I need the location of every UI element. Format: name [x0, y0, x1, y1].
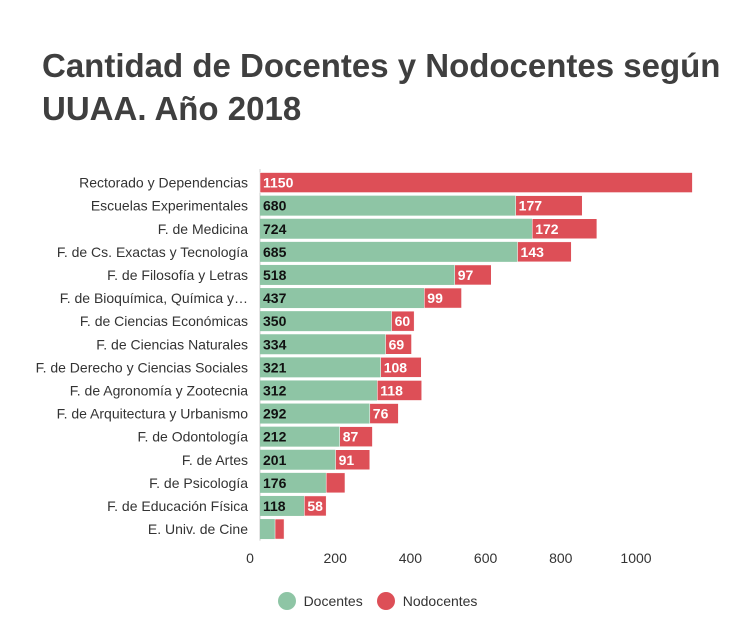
- bar-nodocentes: [377, 380, 422, 401]
- data-label-nodocentes: 143: [521, 244, 545, 260]
- bar-nodocentes: [274, 518, 285, 540]
- bar-nodocentes: [325, 472, 346, 494]
- data-label-docentes: 176: [263, 475, 287, 491]
- bar-nodocentes: [380, 357, 422, 378]
- data-label-docentes: 518: [263, 267, 287, 283]
- bar-nodocentes: [424, 287, 462, 309]
- bar-docentes: [260, 426, 340, 447]
- x-tick-label: 800: [549, 550, 573, 566]
- data-label-nodocentes: 177: [519, 198, 543, 214]
- data-label-docentes: 201: [263, 452, 287, 468]
- data-label-docentes: 334: [263, 336, 287, 352]
- data-label-docentes: 685: [263, 244, 287, 260]
- data-label-nodocentes: 60: [395, 313, 411, 329]
- bar-nodocentes: [385, 334, 412, 355]
- category-label: F. de Artes: [182, 452, 248, 468]
- data-label-nodocentes: 99: [427, 290, 443, 306]
- category-label: F. de Ciencias Naturales: [96, 336, 248, 352]
- category-label: Escuelas Experimentales: [91, 198, 248, 214]
- legend-item-nodocentes[interactable]: Nodocentes: [376, 592, 478, 610]
- bar-docentes: [260, 311, 392, 332]
- data-label-nodocentes: 91: [339, 452, 355, 468]
- x-tick-label: 1000: [620, 550, 651, 566]
- bar-nodocentes: [454, 264, 492, 286]
- chart-title: Cantidad de Docentes y Nodocentes según …: [42, 47, 721, 127]
- category-label: F. de Odontología: [137, 429, 248, 445]
- category-label: F. de Agronomía y Zootecnia: [70, 382, 248, 398]
- data-label-docentes: 312: [263, 382, 287, 398]
- category-label: F. de Educación Física: [107, 498, 248, 514]
- bar-nodocentes: [369, 403, 399, 424]
- bar-docentes: [260, 495, 305, 516]
- bar-docentes: [260, 357, 381, 378]
- bar-docentes: [260, 264, 455, 285]
- x-tick-label: 400: [399, 550, 423, 566]
- data-label-nodocentes: 69: [389, 336, 405, 352]
- data-label-nodocentes: 118: [380, 382, 403, 398]
- data-label-docentes: 724: [263, 221, 287, 237]
- legend: Docentes Nodocentes: [0, 592, 755, 610]
- data-label-docentes: 118: [263, 498, 286, 514]
- category-label: F. de Ciencias Económicas: [80, 313, 248, 329]
- bar-docentes: [260, 195, 516, 216]
- bar-docentes: [260, 380, 378, 401]
- data-label-nodocentes: 1150: [263, 175, 294, 191]
- bar-nodocentes: [335, 449, 371, 470]
- category-label: F. de Medicina: [158, 221, 248, 237]
- category-label: F. de Derecho y Ciencias Sociales: [36, 359, 248, 375]
- bar-nodocentes: [515, 195, 583, 216]
- bar-docentes: [260, 472, 327, 493]
- data-label-docentes: 680: [263, 198, 287, 214]
- data-label-docentes: 292: [263, 406, 287, 422]
- x-tick-label: 600: [474, 550, 498, 566]
- x-tick-label: 200: [324, 550, 348, 566]
- legend-label-nodocentes: Nodocentes: [402, 593, 478, 609]
- bar-nodocentes: [531, 218, 598, 239]
- data-label-nodocentes: 76: [373, 406, 389, 422]
- legend-item-docentes[interactable]: Docentes: [277, 592, 363, 610]
- data-label-docentes: 437: [263, 290, 287, 306]
- category-label: Rectorado y Dependencias: [79, 175, 248, 191]
- bar-docentes: [260, 403, 370, 424]
- category-label: F. de Filosofía y Letras: [107, 267, 248, 283]
- bar-nodocentes: [391, 310, 415, 332]
- category-label: E. Univ. de Cine: [148, 521, 248, 537]
- category-label: F. de Bioquímica, Química y…: [60, 290, 248, 306]
- category-label: F. de Arquitectura y Urbanismo: [57, 406, 249, 422]
- data-label-nodocentes: 87: [343, 429, 359, 445]
- bar-nodocentes: [517, 241, 572, 263]
- data-label-docentes: 321: [263, 359, 287, 375]
- data-label-nodocentes: 58: [307, 498, 323, 514]
- bar-docentes: [260, 449, 336, 470]
- bar-docentes: [260, 334, 386, 355]
- bar-chart: 0 200 400 600 800 1000 Rectorado y Dependencia…: [36, 169, 693, 566]
- legend-swatch-docentes: [277, 592, 296, 610]
- bar-nodocentes: [304, 495, 327, 517]
- legend-label-docentes: Docentes: [303, 593, 363, 609]
- data-label-docentes: 212: [263, 429, 287, 445]
- bar-docentes: [260, 218, 533, 239]
- bar-nodocentes: [339, 426, 373, 447]
- category-label: F. de Psicología: [149, 475, 248, 491]
- bar-nodocentes: [259, 172, 693, 193]
- data-label-nodocentes: 172: [535, 221, 559, 237]
- bar-docentes: [260, 519, 276, 540]
- bar-docentes: [260, 288, 425, 309]
- category-label: F. de Cs. Exactas y Tecnología: [57, 244, 248, 260]
- bar-docentes: [260, 241, 518, 262]
- x-tick-label: 0: [246, 550, 254, 566]
- data-label-nodocentes: 97: [458, 267, 474, 283]
- data-label-docentes: 350: [263, 313, 287, 329]
- legend-swatch-nodocentes: [376, 592, 395, 610]
- data-label-nodocentes: 108: [384, 359, 408, 375]
